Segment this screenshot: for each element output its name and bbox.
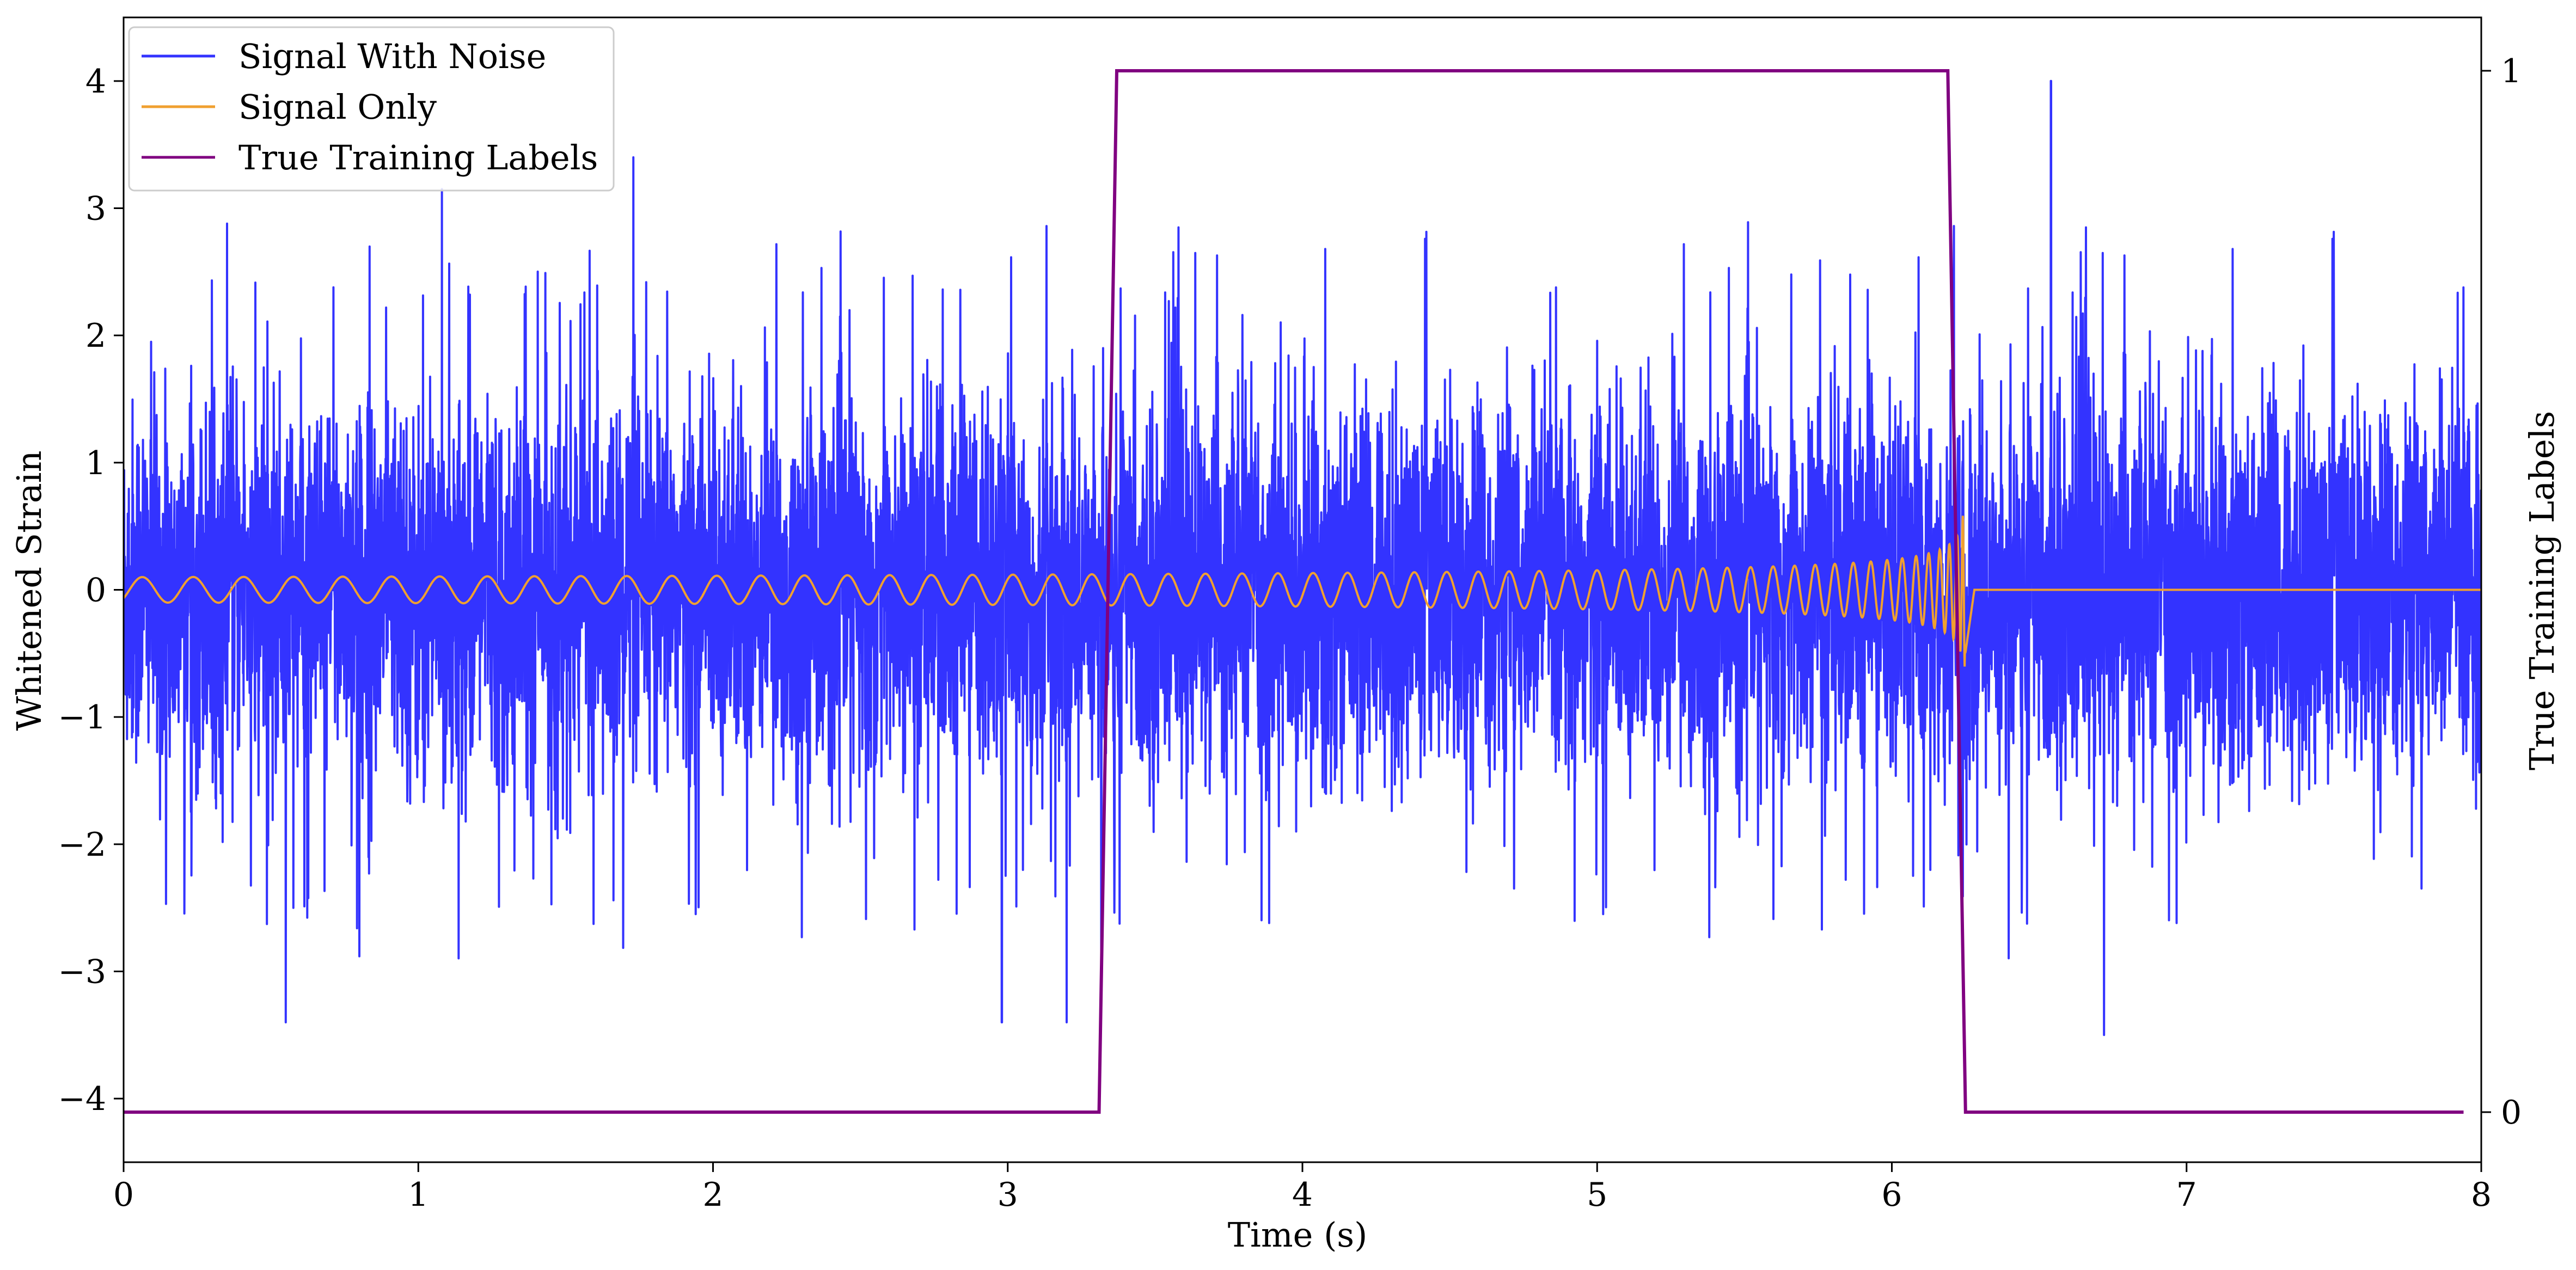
legend-label-signal-only: Signal Only — [238, 87, 437, 127]
x-tick-label: 8 — [2471, 1176, 2492, 1214]
series-signal-only — [124, 516, 2481, 667]
legend-label-signal-with-noise: Signal With Noise — [238, 36, 546, 76]
y-tick-label: 1 — [85, 444, 106, 482]
y2-axis-title: True Training Labels — [2522, 411, 2562, 770]
y-tick-label: −1 — [58, 698, 106, 737]
series-true-training-labels — [124, 69, 2464, 1114]
x-tick-label: 6 — [1881, 1176, 1902, 1214]
legend-label-true-training-labels: True Training Labels — [238, 138, 598, 177]
x-tick-label: 1 — [408, 1176, 429, 1214]
series-signal-with-noise — [124, 79, 2481, 1036]
y-tick-label: −2 — [58, 826, 106, 864]
plot-area — [124, 69, 2481, 1114]
y2-tick-label: 1 — [2501, 52, 2522, 90]
y-tick-label: 4 — [85, 63, 106, 101]
x-tick-label: 7 — [2176, 1176, 2197, 1214]
x-tick-label: 2 — [702, 1176, 723, 1214]
x-tick-label: 5 — [1587, 1176, 1607, 1214]
y-axis-left: −4 −3 −2 −1 0 1 2 3 4 — [58, 63, 124, 1118]
x-axis-title: Time (s) — [1228, 1215, 1368, 1255]
y-tick-label: 2 — [85, 317, 106, 355]
legend-box — [128, 26, 615, 192]
y-axis-title: Whitened Strain — [9, 451, 49, 731]
y-tick-label: −4 — [58, 1080, 106, 1118]
y-axis-right: 01 — [2481, 52, 2522, 1132]
x-tick-label: 0 — [113, 1176, 134, 1214]
y-tick-label: 0 — [85, 572, 106, 610]
y-tick-label: −3 — [58, 953, 106, 991]
y-tick-label: 3 — [85, 190, 106, 228]
x-axis: 0 1 2 3 4 5 6 7 8 — [113, 1162, 2492, 1214]
legend: Signal With Noise Signal Only True Train… — [128, 26, 615, 192]
y2-tick-label: 0 — [2501, 1094, 2522, 1132]
x-tick-label: 4 — [1292, 1176, 1313, 1214]
x-tick-label: 3 — [998, 1176, 1018, 1214]
